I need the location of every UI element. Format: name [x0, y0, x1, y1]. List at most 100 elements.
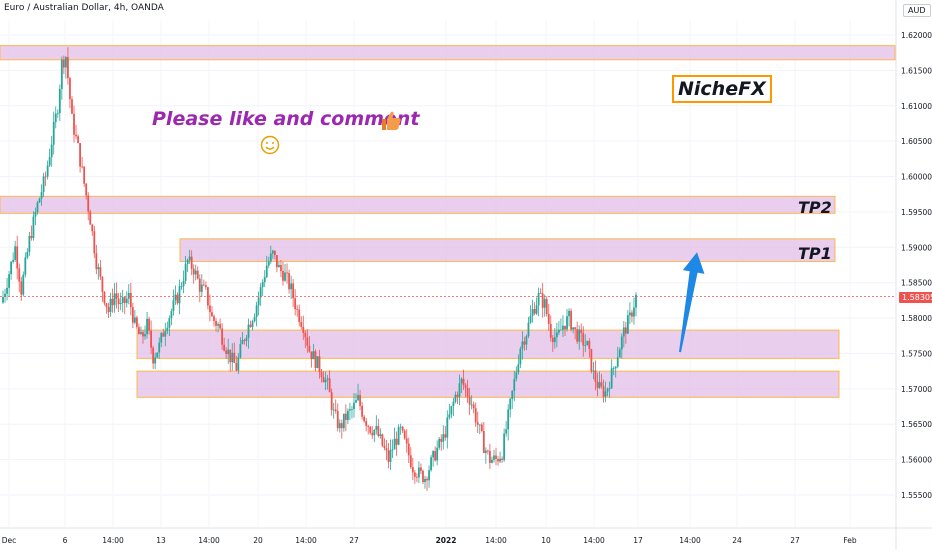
candle-body — [393, 438, 396, 450]
candle-body — [375, 426, 378, 430]
last-price-tag: 1.58305 — [899, 292, 932, 303]
candle-body — [46, 165, 49, 177]
candle-body — [383, 445, 386, 449]
candle-body — [578, 329, 581, 342]
candle-body — [470, 404, 473, 406]
candle-body — [186, 260, 189, 265]
candle-body — [99, 267, 102, 277]
candle-body — [280, 265, 282, 271]
candle-body — [83, 166, 86, 184]
candle-body — [474, 408, 477, 423]
price-tick-label: 1.59000 — [901, 243, 932, 252]
time-tick-label: Dec — [2, 536, 17, 545]
candle-body — [377, 426, 380, 437]
candle-body — [633, 307, 635, 317]
candle-body — [148, 318, 150, 331]
candle-body — [73, 113, 75, 135]
candle-body — [418, 467, 420, 478]
time-tick-label: Feb — [843, 536, 857, 545]
candle-body — [535, 305, 538, 314]
candle-body — [44, 176, 47, 178]
zone-rect — [0, 195, 836, 214]
candle-body — [592, 370, 595, 372]
candle-body — [545, 298, 548, 314]
candle-body — [93, 231, 96, 254]
candle-body — [288, 273, 290, 290]
candle-body — [172, 300, 175, 312]
candle-body — [503, 433, 506, 460]
price-axis[interactable]: 1.62000 1.61500 1.61000 1.60500 1.60000 1.595… — [901, 31, 932, 500]
candle-body — [233, 352, 236, 363]
price-tick-label: 1.56500 — [901, 420, 932, 429]
candle-body — [286, 272, 288, 274]
time-tick-label: 14:00 — [295, 536, 317, 545]
candle-body — [590, 349, 593, 372]
candle-body — [215, 321, 217, 326]
candle-body — [150, 330, 153, 348]
candle-body — [107, 306, 110, 312]
candle-body — [622, 327, 625, 337]
candle-body — [332, 409, 335, 411]
candle-body — [434, 451, 437, 461]
candle-body — [318, 356, 321, 372]
candle-body — [22, 274, 25, 295]
candle-body — [409, 455, 412, 468]
candle-body — [539, 293, 542, 294]
time-tick-label: 14:00 — [679, 536, 701, 545]
candle-body — [340, 423, 343, 429]
candle-body — [614, 366, 617, 369]
candle-body — [178, 286, 181, 304]
candle-body — [198, 278, 201, 292]
candle-body — [547, 313, 550, 324]
candle-body — [407, 443, 410, 456]
candle-body — [568, 310, 570, 317]
candle-body — [551, 337, 554, 343]
candle-body — [282, 270, 284, 281]
candle-body — [247, 324, 250, 338]
candle-body — [241, 340, 244, 345]
candle-body — [121, 297, 124, 303]
candle-body — [531, 308, 534, 316]
candle-body — [624, 327, 627, 334]
candle-body — [497, 458, 499, 462]
candle-body — [306, 337, 309, 346]
candle-body — [188, 256, 191, 261]
candle-body — [91, 224, 94, 232]
zone-rect — [136, 370, 840, 398]
candle-body — [257, 297, 260, 306]
candle-body — [322, 377, 325, 383]
candle-body — [138, 327, 140, 335]
candle-body — [369, 426, 372, 433]
candle-body — [355, 400, 357, 403]
candle-body — [184, 264, 187, 281]
candle-body — [440, 438, 443, 442]
price-tick-label: 1.61500 — [901, 66, 932, 75]
currency-badge[interactable]: AUD — [903, 4, 931, 17]
time-tick-label: 2022 — [436, 536, 457, 545]
candle-body — [456, 394, 459, 397]
candle-body — [164, 330, 167, 337]
candle-body — [608, 388, 611, 389]
time-axis[interactable]: Dec 6 14:00 13 14:00 20 14:00 27 2022 14:00 10 14:0… — [2, 536, 857, 545]
candle-body — [219, 324, 221, 329]
candle-body — [249, 324, 252, 327]
candle-body — [109, 298, 112, 312]
price-tick-label: 1.55500 — [901, 491, 932, 500]
candle-body — [251, 321, 254, 327]
candle-body — [253, 317, 256, 322]
candle-body — [381, 434, 384, 446]
candles — [2, 47, 637, 492]
candle-body — [495, 455, 497, 459]
candle-body — [152, 347, 155, 364]
candle-body — [243, 340, 246, 341]
candle-body — [24, 257, 27, 275]
candle-body — [237, 357, 240, 371]
candle-body — [14, 246, 17, 260]
candle-body — [618, 349, 621, 358]
candle-body — [50, 144, 53, 158]
candle-body — [574, 327, 577, 330]
candle-body — [507, 409, 510, 430]
candle-body — [119, 302, 122, 305]
